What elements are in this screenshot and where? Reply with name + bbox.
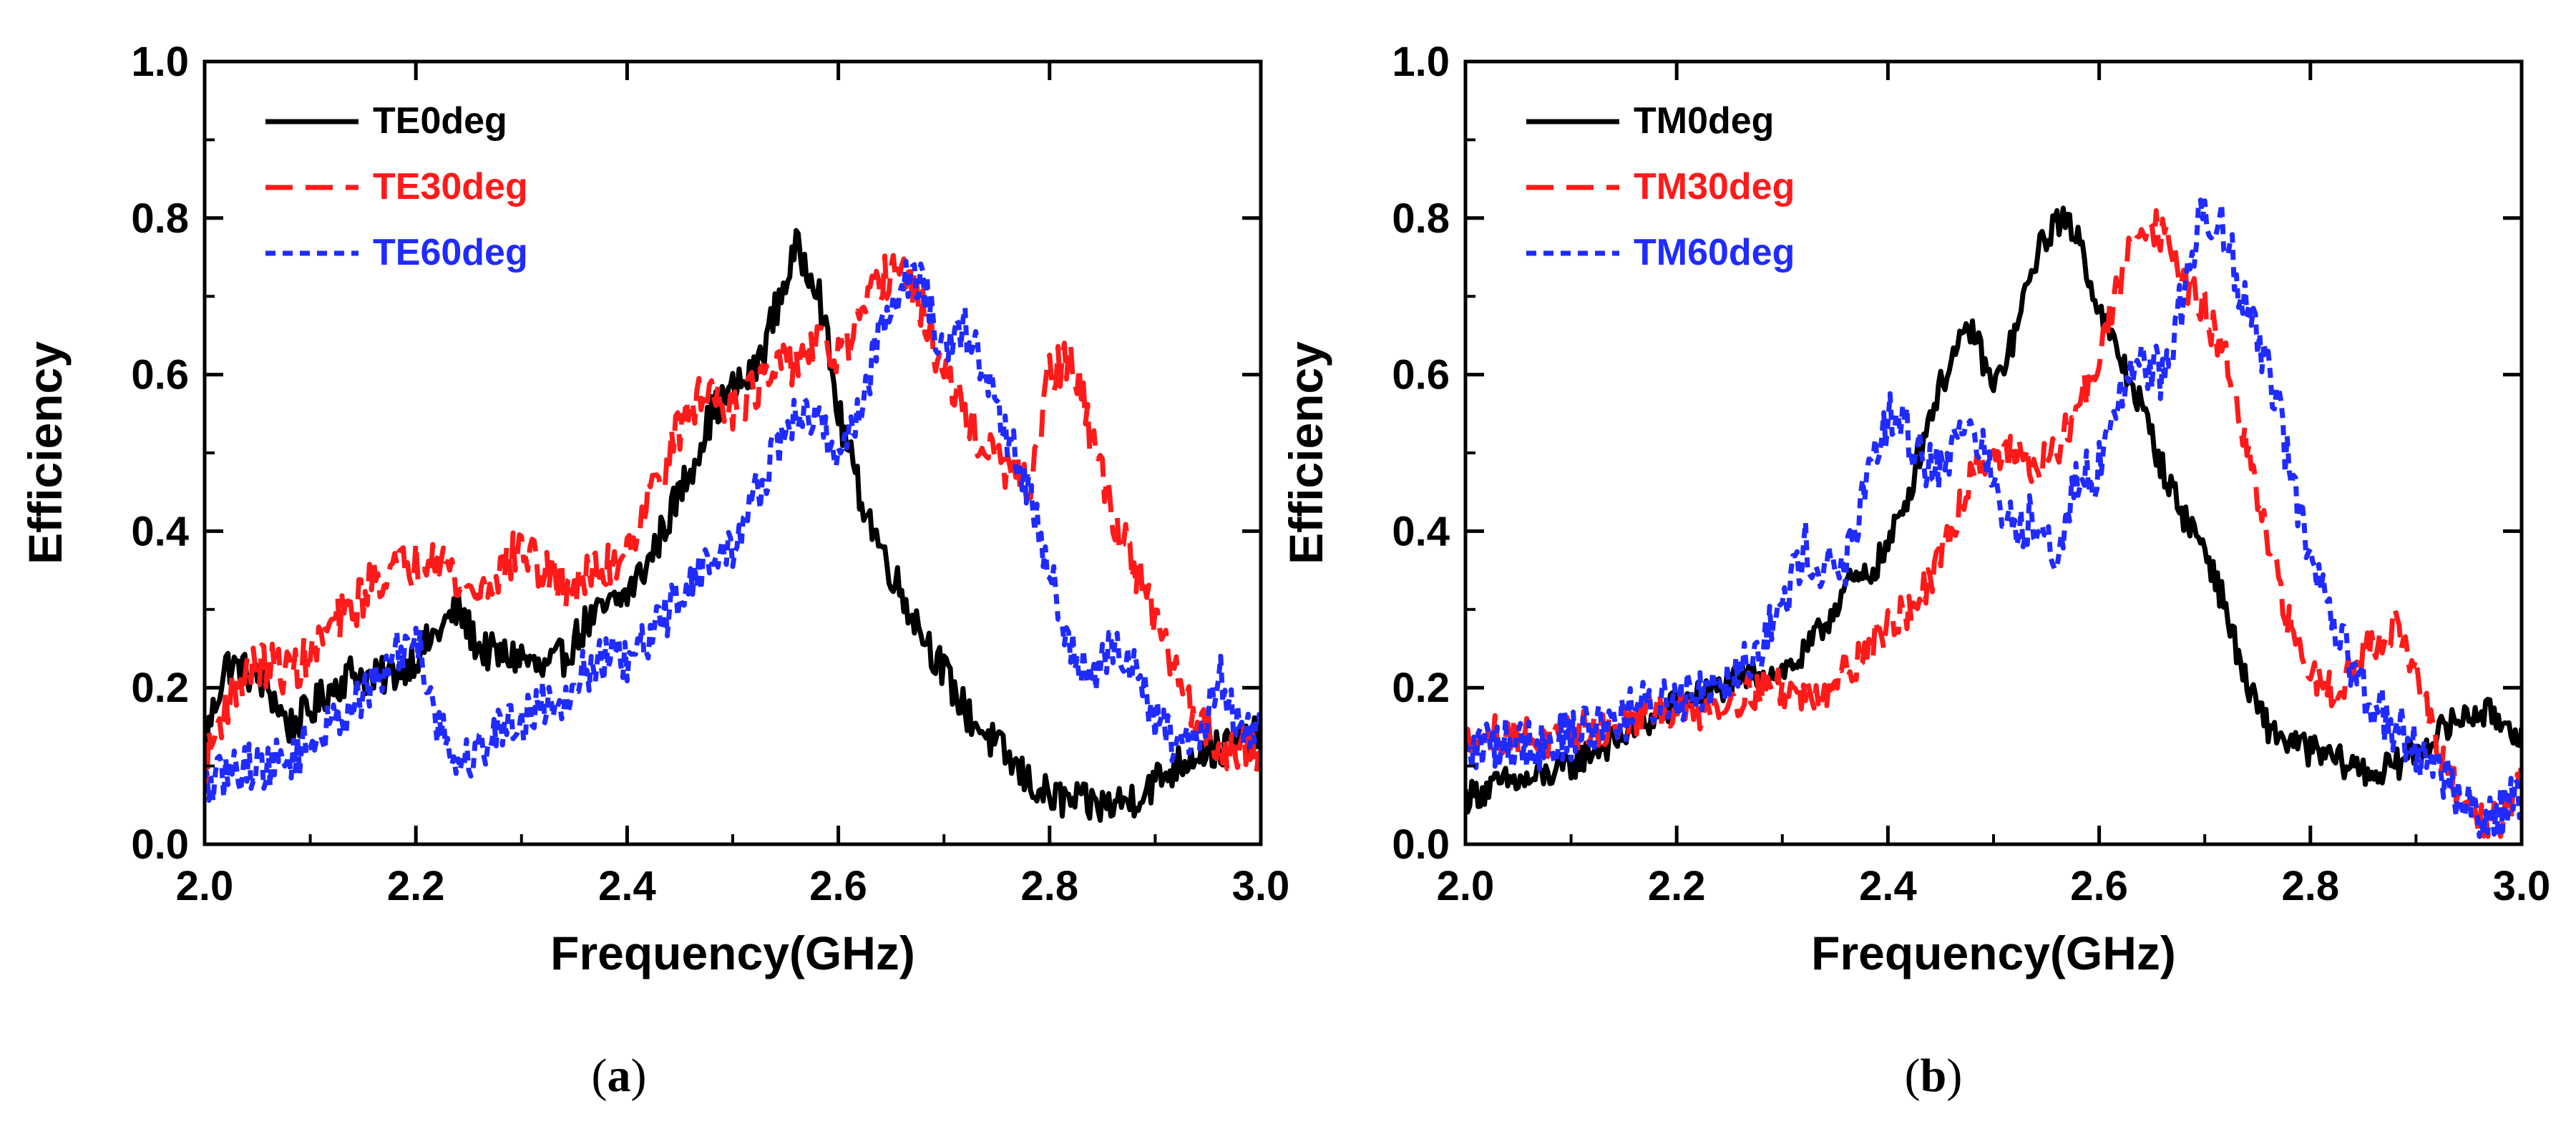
panel-caption-a: (a) <box>592 1050 647 1102</box>
y-axis-title: Efficiency <box>1279 341 1332 564</box>
y-tick-label: 0.6 <box>1392 352 1450 399</box>
x-tick-label: 2.4 <box>598 863 656 909</box>
x-tick-label: 2.6 <box>2070 863 2128 909</box>
y-tick-label: 0.4 <box>1392 508 1450 554</box>
y-tick-label: 0.2 <box>1392 665 1450 711</box>
x-tick-label: 2.2 <box>387 863 445 909</box>
y-tick-label: 0.8 <box>1392 195 1450 242</box>
x-tick-label: 2.0 <box>176 863 234 909</box>
legend-label-TE0deg: TE0deg <box>373 100 507 142</box>
series-line-TM60deg <box>1465 197 2522 839</box>
legend-label-TE60deg: TE60deg <box>373 232 528 273</box>
plot-frame <box>203 59 1263 846</box>
legend: TE0deg TE30deg TE60deg <box>265 100 528 273</box>
series-line-TM30deg <box>1465 207 2522 839</box>
y-tick-label: 1.0 <box>1392 39 1450 85</box>
x-tick-label: 3.0 <box>2493 863 2551 909</box>
chart-panel-b: 2.0 2.2 2.4 2.6 2.8 3.0 0.0 0.2 0.4 0.6 0.8 1.0 Freq… <box>1279 39 2550 1102</box>
legend-label-TM60deg: TM60deg <box>1634 232 1795 273</box>
panel-caption-b: (b) <box>1905 1050 1963 1102</box>
y-tick-label: 0.4 <box>131 508 189 554</box>
legend-label-TE30deg: TE30deg <box>373 166 528 207</box>
legend-label-TM0deg: TM0deg <box>1634 100 1774 142</box>
x-tick-label: 2.2 <box>1648 863 1706 909</box>
x-tick-label: 2.0 <box>1437 863 1495 909</box>
y-tick-label: 0.0 <box>1392 821 1450 868</box>
x-tick-label: 2.8 <box>2281 863 2339 909</box>
series-line-TE30deg <box>205 253 1261 785</box>
y-tick-label: 0.6 <box>131 352 189 399</box>
chart-panel-a: 2.0 2.2 2.4 2.6 2.8 3.0 0.0 0.2 0.4 0.6 0.8 1.0 Freq… <box>19 39 1289 1102</box>
y-tick-label: 0.8 <box>131 195 189 242</box>
series-line-TE60deg <box>205 258 1261 803</box>
x-axis-title: Frequency(GHz) <box>1811 927 2176 979</box>
x-tick-label: 2.4 <box>1859 863 1917 909</box>
legend-label-TM30deg: TM30deg <box>1634 166 1795 207</box>
y-tick-label: 0.2 <box>131 665 189 711</box>
y-tick-label: 1.0 <box>131 39 189 85</box>
series-line-TE0deg <box>205 228 1261 823</box>
x-tick-label: 2.6 <box>809 863 867 909</box>
series-group <box>205 228 1261 823</box>
legend: TM0deg TM30deg TM60deg <box>1526 100 1795 273</box>
y-axis-title: Efficiency <box>19 341 72 564</box>
x-tick-label: 3.0 <box>1232 863 1290 909</box>
x-axis-title: Frequency(GHz) <box>550 927 915 979</box>
y-tick-label: 0.0 <box>131 821 189 868</box>
series-group <box>1465 197 2522 839</box>
x-tick-label: 2.8 <box>1020 863 1078 909</box>
